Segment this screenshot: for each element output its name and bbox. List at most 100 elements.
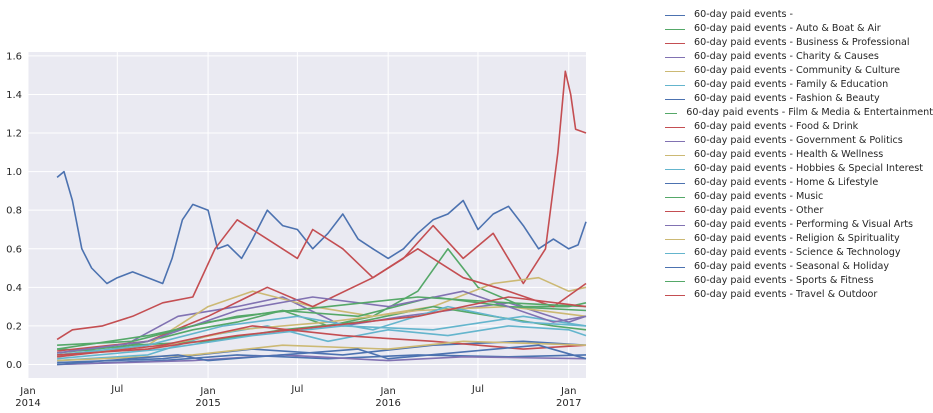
series-line (56, 170, 587, 285)
legend-swatch (665, 266, 685, 268)
legend-item: 60-day paid events - Performing & Visual… (665, 218, 933, 232)
series-lines (56, 70, 587, 366)
legend-label: 60-day paid events - Charity & Causes (694, 51, 879, 62)
x-tick-label: Jul (290, 384, 303, 395)
legend-item: 60-day paid events - Seasonal & Holiday (665, 260, 933, 274)
legend-label: 60-day paid events - Fashion & Beauty (694, 93, 880, 104)
legend-item: 60-day paid events - Fashion & Beauty (665, 92, 933, 106)
series-line (57, 248, 587, 352)
legend-item: 60-day paid events - Charity & Causes (665, 50, 933, 64)
legend-label: 60-day paid events - Auto & Boat & Air (694, 23, 881, 34)
legend-item: 60-day paid events - Home & Lifestyle (665, 176, 933, 190)
legend-label: 60-day paid events - Hobbies & Special I… (694, 163, 924, 174)
y-tick-label: 0.2 (6, 321, 22, 332)
series-line (57, 315, 587, 360)
legend-label: 60-day paid events - Seasonal & Holiday (694, 261, 890, 272)
legend-item: 60-day paid events - Auto & Boat & Air (665, 22, 933, 36)
legend-swatch (665, 238, 685, 240)
legend-swatch (665, 98, 685, 100)
legend-swatch (665, 28, 685, 30)
x-tick-label: Jan (19, 386, 35, 397)
y-tick-label: 1.6 (6, 51, 22, 62)
y-tick-label: 1.4 (6, 90, 22, 101)
legend-swatch (665, 182, 685, 184)
legend-swatch (665, 14, 685, 16)
legend-item: 60-day paid events - Hobbies & Special I… (665, 162, 933, 176)
x-tick-label: Jul (471, 384, 484, 395)
legend-swatch (665, 56, 685, 58)
legend-label: 60-day paid events - Religion & Spiritua… (694, 233, 900, 244)
x-tick-year-label: 2015 (195, 398, 220, 409)
x-tick-year-label: 2017 (556, 398, 581, 409)
legend-item: 60-day paid events - Community & Culture (665, 64, 933, 78)
legend-swatch (665, 70, 685, 72)
legend-swatch (665, 126, 685, 128)
legend-label: 60-day paid events - Music (694, 191, 824, 202)
series-line (57, 325, 587, 358)
series-line (56, 296, 587, 350)
legend-label: 60-day paid events - Family & Education (694, 79, 889, 90)
legend-swatch (665, 140, 685, 142)
legend-label: 60-day paid events - Community & Culture (694, 65, 901, 76)
legend-label: 60-day paid events - Home & Lifestyle (694, 177, 879, 188)
legend-item: 60-day paid events - Government & Politi… (665, 134, 933, 148)
legend-swatch (665, 280, 685, 282)
y-axis-ticks: 0.0 0.2 0.4 0.6 0.8 1.0 1.2 1.4 1.6 (6, 51, 22, 371)
legend-swatch (665, 196, 685, 198)
y-tick-label: 0.6 (6, 244, 22, 255)
x-tick-label: Jan (379, 386, 395, 397)
series-line (56, 290, 587, 354)
series-line (57, 305, 587, 356)
legend-item: 60-day paid events - Family & Education (665, 78, 933, 92)
x-tick-year-label: 2016 (375, 398, 400, 409)
legend-label: 60-day paid events - Government & Politi… (694, 135, 903, 146)
legend-swatch (665, 112, 678, 114)
legend-item: 60-day paid events - Business & Professi… (665, 36, 933, 50)
series-line (57, 296, 587, 346)
y-tick-label: 1.0 (6, 167, 22, 178)
legend-item: 60-day paid events - Religion & Spiritua… (665, 232, 933, 246)
series-line (57, 354, 587, 366)
x-tick-label: Jan (560, 386, 576, 397)
series-line (57, 296, 587, 356)
legend-swatch (665, 294, 685, 296)
series-line (57, 340, 587, 364)
legend-label: 60-day paid events - Travel & Outdoor (694, 289, 878, 300)
legend-item: 60-day paid events - Health & Wellness (665, 148, 933, 162)
legend-item: 60-day paid events - Music (665, 190, 933, 204)
legend-swatch (665, 84, 685, 86)
legend-item: 60-day paid events - Travel & Outdoor (665, 288, 933, 302)
legend-label: 60-day paid events - Food & Drink (694, 121, 859, 132)
legend-swatch (665, 210, 685, 212)
series-line (56, 70, 587, 341)
legend-label: 60-day paid events - Business & Professi… (694, 37, 910, 48)
legend-item: 60-day paid events - Science & Technolog… (665, 246, 933, 260)
legend-label: 60-day paid events - Other (694, 205, 824, 216)
legend-label: 60-day paid events - Health & Wellness (694, 149, 884, 160)
y-tick-label: 0.8 (6, 206, 22, 217)
legend-label: 60-day paid events - (694, 9, 793, 20)
y-tick-label: 0.0 (6, 360, 22, 371)
legend-label: 60-day paid events - Sports & Fitness (694, 275, 874, 286)
legend-swatch (665, 224, 685, 226)
legend-item: 60-day paid events - Film & Media & Ente… (665, 106, 933, 120)
legend-label: 60-day paid events - Film & Media & Ente… (686, 107, 933, 118)
y-tick-label: 1.2 (6, 129, 22, 140)
legend-item: 60-day paid events - (665, 8, 933, 22)
legend-item: 60-day paid events - Other (665, 204, 933, 218)
legend-label: 60-day paid events - Performing & Visual… (694, 219, 914, 230)
legend-swatch (665, 154, 685, 156)
x-tick-label: Jul (110, 384, 123, 395)
chart-legend: 60-day paid events - 60-day paid events -… (665, 8, 933, 302)
x-tick-year-label: 2014 (15, 398, 40, 409)
legend-label: 60-day paid events - Science & Technolog… (694, 247, 901, 258)
legend-swatch (665, 42, 685, 44)
legend-item: 60-day paid events - Sports & Fitness (665, 274, 933, 288)
x-tick-label: Jan (199, 386, 215, 397)
legend-item: 60-day paid events - Food & Drink (665, 120, 933, 134)
gridlines (27, 52, 586, 378)
legend-swatch (665, 252, 685, 254)
y-tick-label: 0.4 (6, 283, 22, 294)
